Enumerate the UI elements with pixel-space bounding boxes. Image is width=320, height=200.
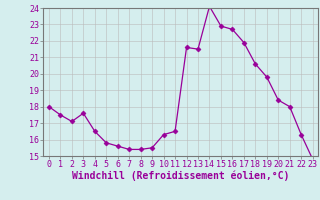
X-axis label: Windchill (Refroidissement éolien,°C): Windchill (Refroidissement éolien,°C): [72, 171, 290, 181]
